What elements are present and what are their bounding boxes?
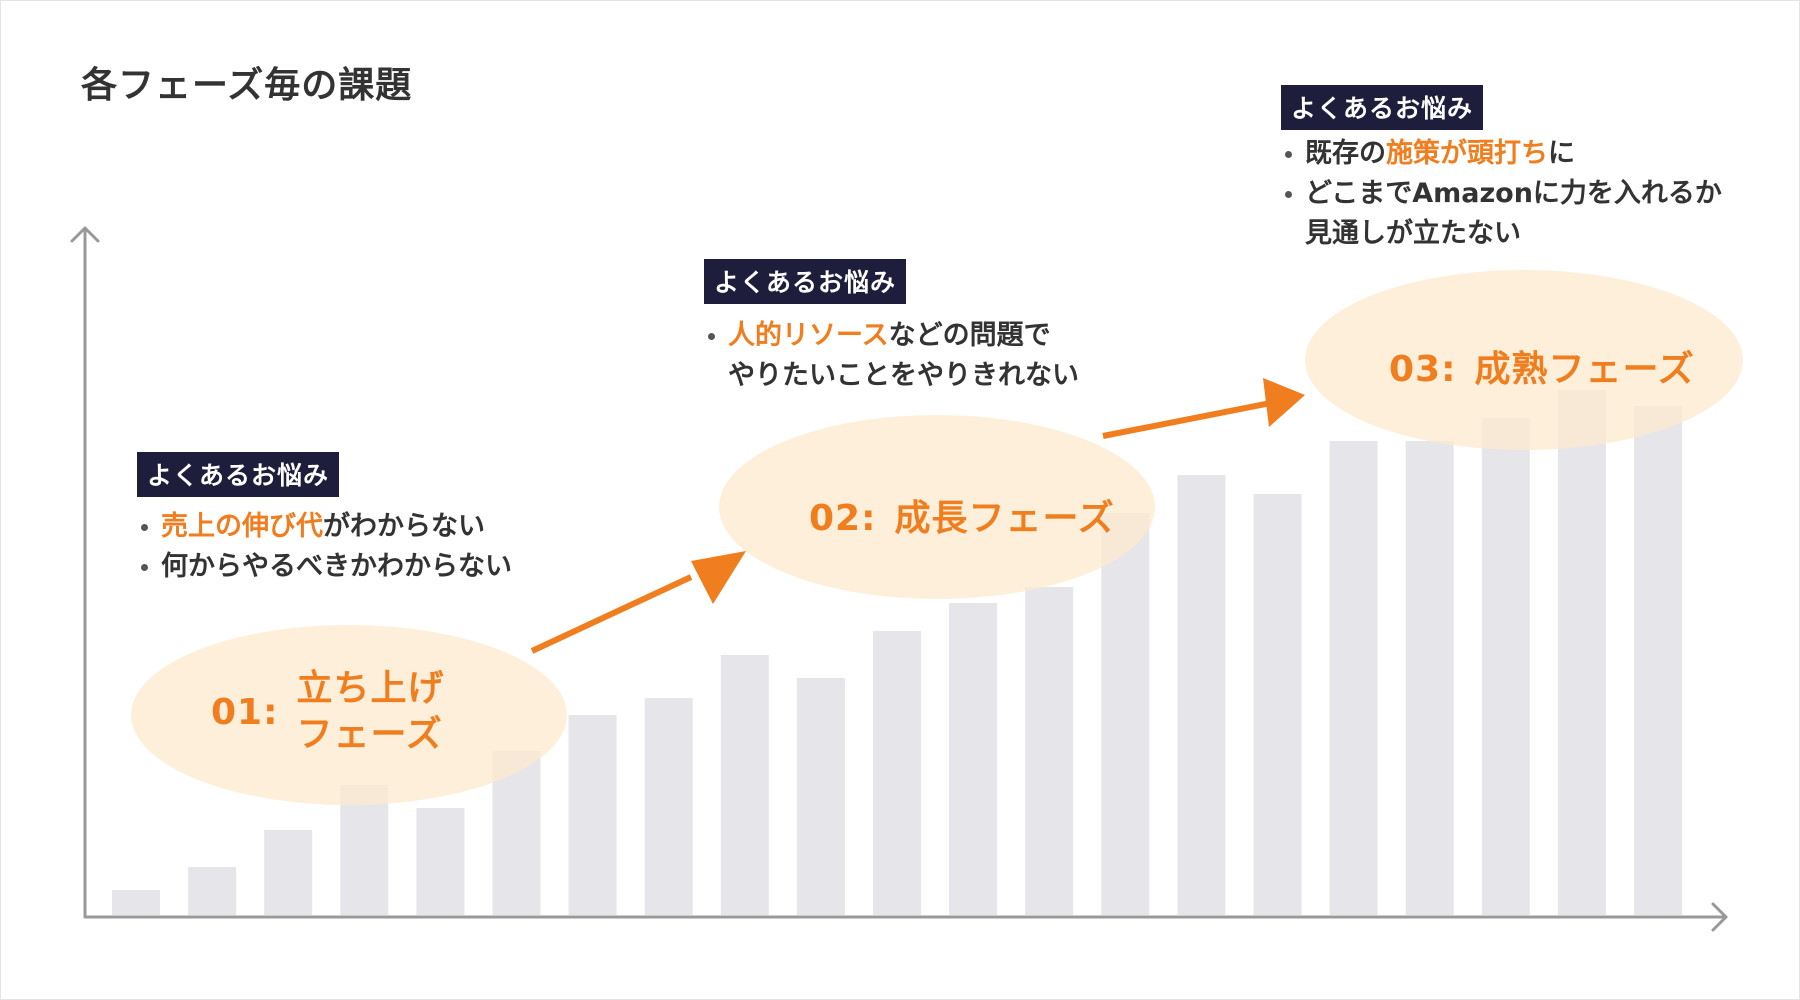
bar-17 [1329,441,1378,915]
phase-ellipse-01 [131,625,567,805]
bar-10 [796,678,845,915]
phase-ellipse-03 [1305,270,1743,450]
concern-item: 何からやるべきかわからない [137,547,512,587]
phase-number: 01: [211,691,279,733]
arrow-02-to-03-shaft [1102,400,1272,439]
bar-20 [1557,390,1606,915]
concern-list-01: 売上の伸び代がわからない 何からやるべきかわからない [137,507,512,587]
page-title: 各フェーズ毎の課題 [81,65,413,106]
axes [70,226,1728,932]
concern-list-03: 既存の施策が頭打ちに どこまでAmazonに力を入れるか 見通しが立たない [1281,134,1722,254]
bar-16 [1253,494,1302,915]
bar-5 [416,808,465,915]
bar-8 [644,698,693,915]
phase-label-02: 02: 成長フェーズ [809,489,1115,541]
bar-group [112,390,1682,915]
bar-1 [112,890,160,915]
bar-15 [1177,475,1226,915]
phase-number: 02: [809,498,877,539]
phase-ellipses [131,270,1743,805]
concern-item: どこまでAmazonに力を入れるか 見通しが立たない [1281,174,1722,254]
x-axis-arrowhead [1711,902,1728,932]
phase-ellipse-02 [719,415,1155,599]
phase-label-03: 03: 成熟フェーズ [1389,340,1695,392]
phase-name-line: 立ち上げ [296,668,445,709]
y-axis-arrowhead [70,226,100,243]
phase-label-01: 01: 立ち上げフェーズ [211,666,445,758]
bar-7 [568,715,617,915]
bar-11 [873,631,921,915]
phase-number: 03: [1389,349,1457,390]
concern-list-02: 人的リソースなどの問題で やりたいことをやりきれない [704,316,1079,396]
concern-item: 既存の施策が頭打ちに [1281,134,1722,174]
phase-name-line: フェーズ [296,714,443,755]
bar-2 [188,867,237,915]
bar-3 [264,830,313,915]
bar-18 [1405,441,1454,915]
bar-4 [340,785,389,915]
bar-9 [720,655,769,915]
bar-14 [1101,513,1150,915]
bar-12 [949,603,998,915]
arrow-02-to-03-head [1263,378,1305,427]
phase-arrows [530,378,1305,654]
concern-badge-02: よくあるお悩み [704,259,907,304]
arrow-01-to-02-head [691,551,746,604]
phase-name-line: 成長フェーズ [894,498,1115,539]
concern-badge-01: よくあるお悩み [137,452,340,497]
arrow-01-to-02-shaft [530,574,693,654]
concern-badge-03: よくあるお悩み [1281,85,1484,130]
phase-name-line: 成熟フェーズ [1474,349,1695,390]
bar-21 [1634,406,1682,915]
concern-item: 人的リソースなどの問題で やりたいことをやりきれない [704,316,1079,396]
concern-item: 売上の伸び代がわからない [137,507,512,547]
bar-19 [1481,418,1530,915]
bar-13 [1025,587,1074,915]
